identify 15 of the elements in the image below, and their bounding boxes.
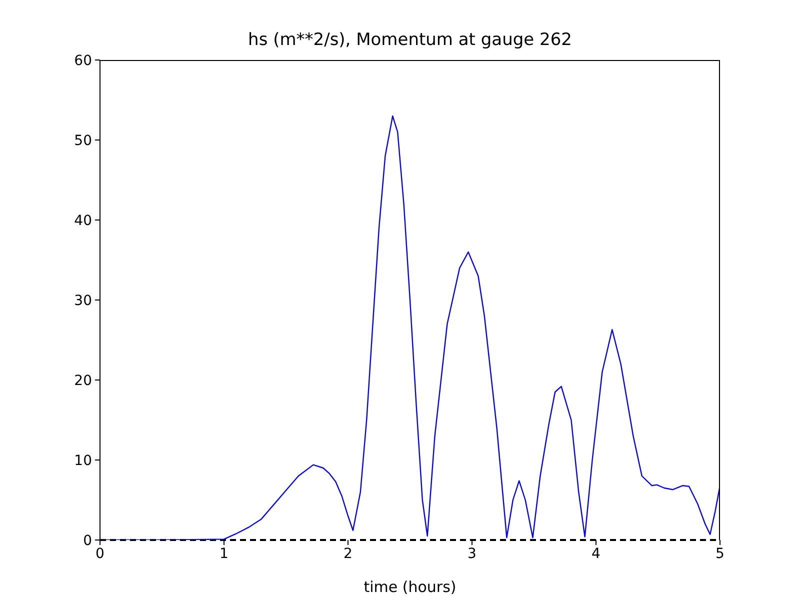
y-tick-label: 0: [83, 532, 92, 549]
x-axis-title: time (hours): [364, 578, 456, 596]
y-tick-label: 20: [74, 372, 92, 389]
x-tick-label: 3: [468, 546, 476, 562]
x-tick-label: 5: [716, 546, 724, 562]
y-tick-label: 10: [74, 452, 92, 469]
y-tick-label: 40: [74, 212, 92, 229]
x-tick-label: 4: [592, 546, 601, 562]
x-tick-label: 2: [344, 546, 352, 562]
y-tick-label: 60: [74, 52, 92, 69]
y-tick-label: 30: [74, 292, 92, 309]
x-tick-label: 0: [96, 546, 104, 562]
x-tick-label: 1: [220, 546, 228, 562]
chart-title: hs (m**2/s), Momentum at gauge 262: [247, 30, 573, 50]
y-tick-label: 50: [74, 132, 92, 149]
